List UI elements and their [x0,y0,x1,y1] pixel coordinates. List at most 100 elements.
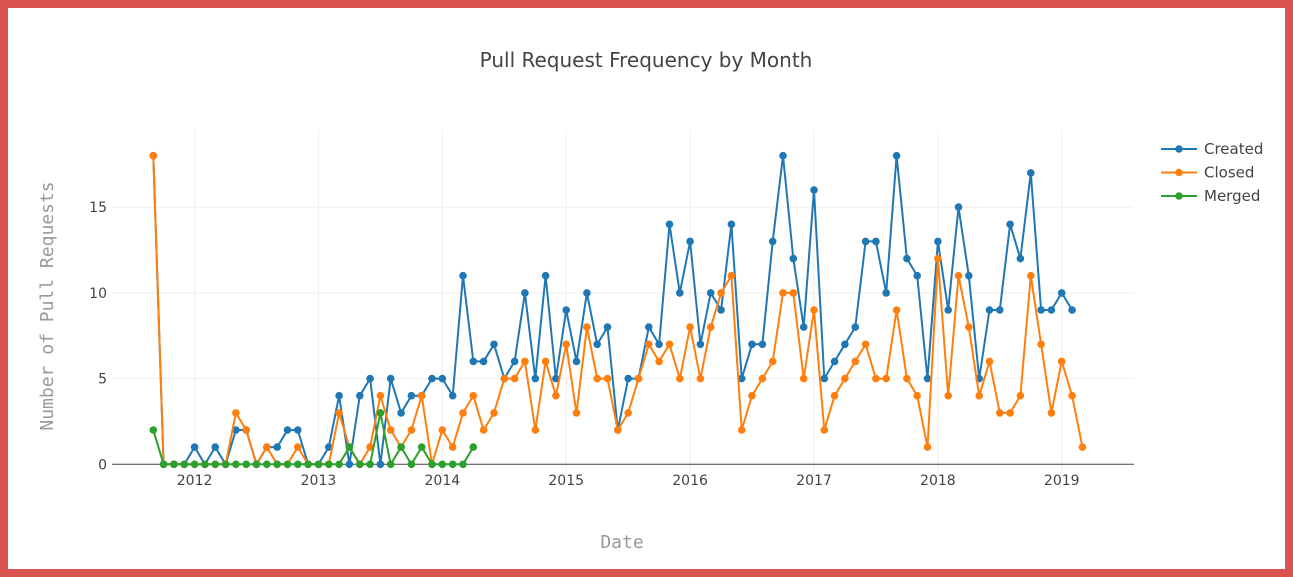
chart-title: Pull Request Frequency by Month [480,48,813,72]
data-point [1027,271,1035,280]
data-point [325,443,333,451]
data-point [345,460,354,469]
data-point [810,186,818,194]
data-point [159,460,168,469]
data-point [417,391,426,400]
data-point [645,323,653,331]
data-point [448,391,457,400]
data-point [913,271,921,280]
data-point [417,443,426,451]
data-point [376,409,385,417]
data-point [1016,254,1025,263]
data-point [521,357,529,366]
data-point [913,391,921,400]
data-point [1016,391,1025,400]
data-point [758,340,767,349]
data-point [1078,443,1087,451]
y-axis-ticks: 0 5 10 15 [89,200,107,473]
data-point [552,374,560,383]
data-point [954,203,963,211]
data-point [510,357,519,366]
data-point [996,409,1004,417]
data-point [655,357,663,366]
y-tick-label: 0 [98,457,107,473]
data-point [944,306,952,314]
data-point [706,323,715,331]
data-point [397,443,405,451]
data-point [934,237,942,246]
data-point [965,323,973,331]
data-point [1006,409,1014,417]
chart-card: 2012 2013 2014 2015 2016 2017 2018 2019 0 5 10 15 … [8,8,1285,569]
data-point [572,357,581,366]
data-point [242,426,250,434]
data-point [882,374,890,383]
data-point [459,271,467,280]
legend-item-merged[interactable]: Merged [1161,187,1260,205]
data-point [655,340,663,349]
data-point [469,391,478,400]
data-point [263,443,271,451]
data-point [459,460,467,469]
legend-item-closed[interactable]: Closed [1161,164,1254,182]
data-point [717,289,725,297]
data-point [149,151,158,160]
data-point [706,289,715,297]
data-point [985,306,994,314]
data-point [820,426,829,434]
x-axis-title: Date [600,532,643,553]
data-point [872,374,880,383]
data-point [479,357,488,366]
data-point [273,443,282,451]
data-point [438,460,447,469]
data-point [975,391,983,400]
data-point [614,426,622,434]
data-point [903,374,911,383]
grid [112,130,1134,478]
series-line [152,155,1073,467]
data-point [510,374,519,383]
data-point [779,289,787,297]
data-point [469,357,478,366]
data-point [789,289,798,297]
x-tick-label: 2015 [548,473,584,489]
data-point [356,460,364,469]
data-point [180,460,189,469]
data-point [789,254,798,263]
data-point [634,374,643,383]
data-point [572,409,581,417]
data-point [490,409,498,417]
data-point [428,374,436,383]
data-point [872,237,880,246]
y-axis-title: Number of Pull Requests [37,181,58,430]
data-point [170,460,178,469]
data-point [386,460,395,469]
legend-label: Merged [1204,187,1260,205]
legend-item-created[interactable]: Created [1161,140,1263,158]
legend-label: Closed [1204,164,1254,182]
x-tick-label: 2012 [177,473,213,489]
data-point [676,289,684,297]
data-point [645,340,653,349]
data-point [335,391,343,400]
legend-swatch-marker [1175,168,1183,177]
data-point [944,391,952,400]
data-point [541,271,550,280]
data-point [727,271,736,280]
series-layer [149,151,1087,469]
data-point [407,391,416,400]
data-point [479,426,488,434]
data-point [1068,391,1076,400]
data-point [356,391,364,400]
data-point [748,340,756,349]
data-point [737,374,746,383]
data-point [593,340,601,349]
data-point [469,443,478,451]
data-point [799,323,808,331]
y-tick-label: 15 [89,200,107,216]
data-point [1047,306,1056,314]
data-point [294,426,302,434]
data-point [397,409,405,417]
x-tick-label: 2016 [672,473,708,489]
data-point [696,374,705,383]
